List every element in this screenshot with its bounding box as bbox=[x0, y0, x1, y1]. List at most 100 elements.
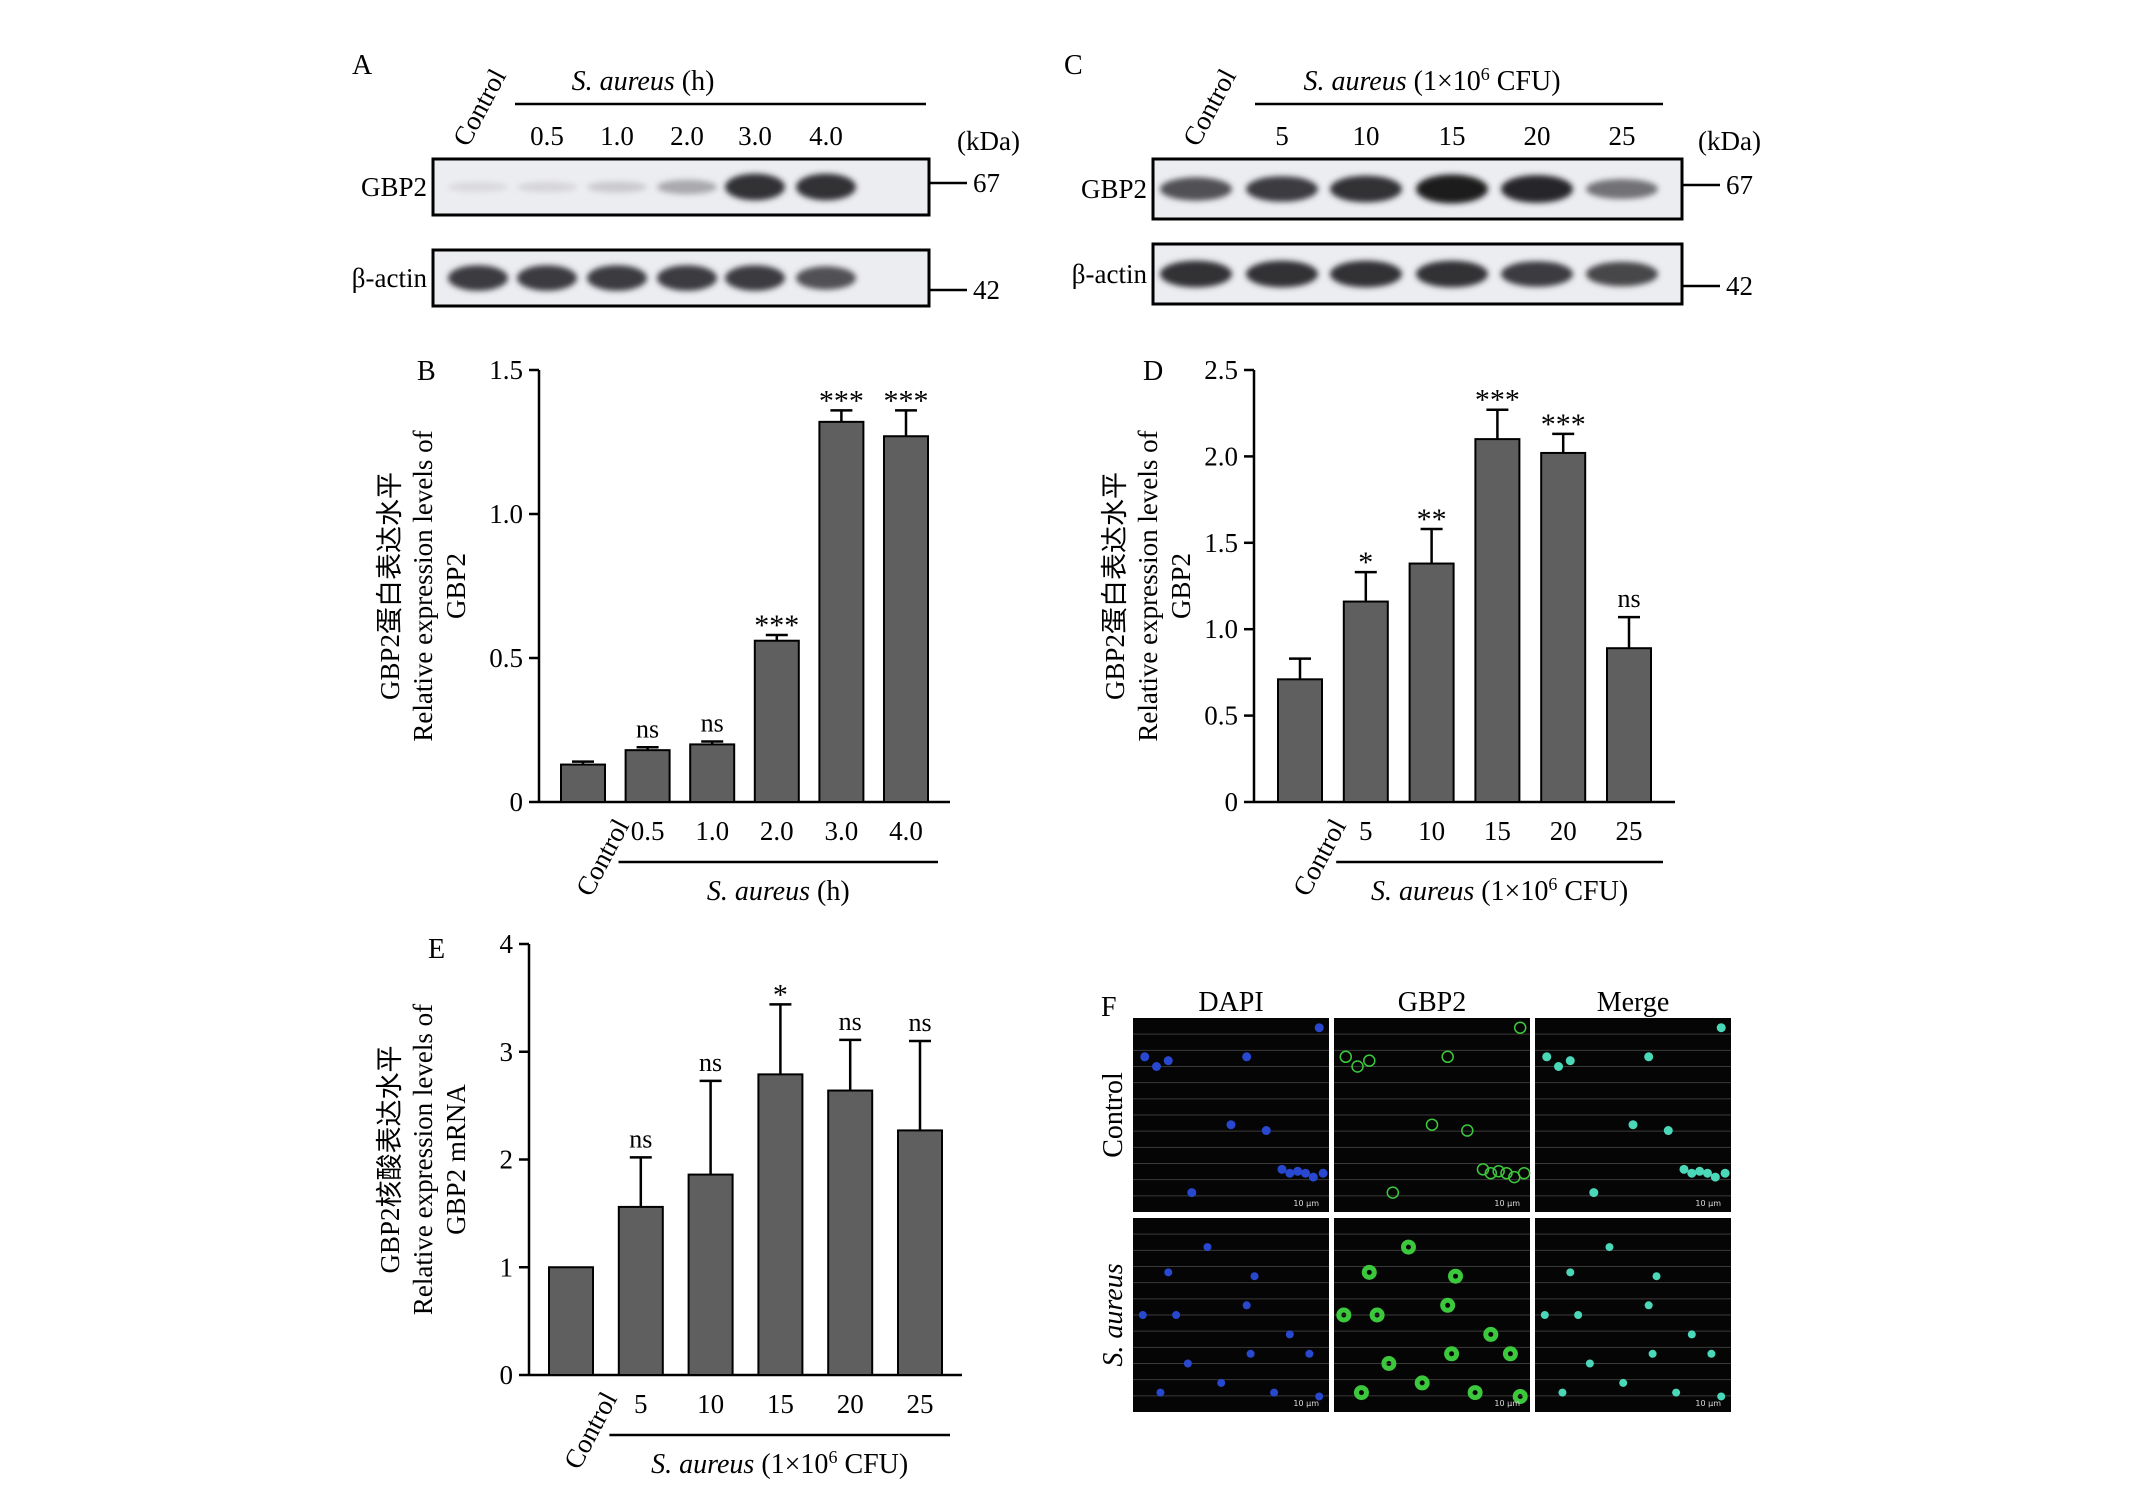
group-label-unit: CFU) bbox=[1557, 876, 1628, 907]
cell bbox=[1710, 1172, 1720, 1182]
blot-band bbox=[1246, 260, 1318, 288]
significance-label: * bbox=[1358, 546, 1373, 579]
panel-c-western-blot: C Control S. aureus (1×106 CFU) 5 10 15 20 2… bbox=[1064, 50, 1761, 306]
group-label-unit: (1×10 bbox=[754, 1449, 828, 1480]
x-tick-label: 15 bbox=[1484, 816, 1511, 846]
cell bbox=[1517, 1166, 1531, 1180]
y-tick-label: 0 bbox=[510, 787, 524, 817]
cell bbox=[1720, 1168, 1730, 1178]
blot-lane-label: 15 bbox=[1439, 121, 1466, 151]
cell bbox=[1461, 1124, 1474, 1137]
blot-band bbox=[1160, 260, 1232, 288]
blot-band bbox=[1416, 260, 1488, 288]
group-label: S. aureus (h) bbox=[707, 876, 850, 907]
cell bbox=[1512, 1388, 1528, 1404]
cell bbox=[1156, 1388, 1165, 1397]
cell bbox=[1261, 1126, 1271, 1136]
cell bbox=[1152, 1062, 1162, 1071]
cell bbox=[1140, 1052, 1150, 1062]
bar bbox=[687, 1173, 734, 1376]
bar bbox=[757, 1073, 804, 1376]
panel-a-western-blot: A Control S. aureus (h) 0.5 1.0 2.0 3.0 4.0 … bbox=[352, 50, 1020, 308]
bar bbox=[883, 435, 929, 803]
blot-band bbox=[448, 265, 508, 291]
cell bbox=[1164, 1268, 1173, 1277]
cell bbox=[1448, 1268, 1464, 1284]
bar bbox=[753, 639, 800, 803]
significance-label: ns bbox=[636, 714, 659, 743]
y-tick-label: 4 bbox=[500, 929, 514, 959]
cell bbox=[1293, 1166, 1303, 1176]
group-label-unit-exponent: 6 bbox=[1548, 874, 1557, 894]
blot-band bbox=[1246, 176, 1318, 202]
blot-band bbox=[517, 265, 577, 291]
significance-label: *** bbox=[1541, 408, 1586, 441]
cell bbox=[1414, 1375, 1430, 1391]
significance-label: *** bbox=[1475, 384, 1520, 417]
cell bbox=[1339, 1050, 1353, 1064]
significance-label: ns bbox=[839, 1007, 862, 1036]
cell bbox=[1441, 1050, 1454, 1064]
panel-label-f: F bbox=[1101, 992, 1117, 1023]
scale-bar-label: 10 μm bbox=[1293, 1399, 1319, 1408]
cell bbox=[1492, 1165, 1505, 1178]
cell bbox=[1589, 1188, 1599, 1198]
panel-f-micrographs: Control 10 μm 10 μm 10 μm S. aureus 10 μm 10 μ… bbox=[1098, 987, 1731, 1412]
cell bbox=[1565, 1056, 1575, 1066]
blot-lane-label: 0.5 bbox=[530, 121, 564, 151]
blot-lane-label: 25 bbox=[1609, 121, 1636, 151]
blot-band bbox=[517, 181, 577, 193]
x-tick-label: 20 bbox=[837, 1389, 864, 1419]
cell bbox=[1644, 1301, 1653, 1310]
blot-band bbox=[587, 265, 647, 291]
y-axis-label-line: GBP2 bbox=[1166, 553, 1196, 619]
cell bbox=[1203, 1243, 1212, 1252]
y-tick-label: 1 bbox=[500, 1252, 514, 1282]
cell bbox=[1183, 1359, 1192, 1368]
y-axis-label-line: GBP2 mRNA bbox=[441, 1084, 471, 1235]
cell bbox=[1226, 1120, 1236, 1130]
y-tick-label: 3 bbox=[500, 1037, 514, 1067]
cell bbox=[1605, 1243, 1614, 1252]
x-tick-label: 25 bbox=[907, 1389, 934, 1419]
cell bbox=[1628, 1120, 1638, 1130]
cell bbox=[1138, 1311, 1147, 1319]
blot-band bbox=[796, 266, 856, 290]
blot-band bbox=[1586, 261, 1658, 287]
bar bbox=[1540, 451, 1587, 803]
bar bbox=[617, 1205, 664, 1377]
cell bbox=[1308, 1172, 1318, 1182]
blot-a-kda-label: (kDa) bbox=[957, 126, 1020, 156]
scale-bar-label: 10 μm bbox=[1695, 1399, 1721, 1408]
bar bbox=[1408, 562, 1455, 804]
scale-bar-label: 10 μm bbox=[1494, 1399, 1520, 1408]
group-label-unit: (h) bbox=[810, 876, 850, 907]
micrograph-column-label: GBP2 bbox=[1398, 987, 1466, 1018]
cell bbox=[1663, 1126, 1673, 1136]
cell bbox=[1648, 1349, 1657, 1358]
group-label-species: S. aureus bbox=[707, 876, 810, 907]
x-tick-label: 15 bbox=[767, 1389, 794, 1419]
significance-label: ns bbox=[629, 1124, 652, 1153]
significance-label: ns bbox=[908, 1008, 931, 1037]
chart-d: 0 0.5 1.0 1.5 2.0 2.5 Control * 5 ** 10 *** 15 *** 20 n… bbox=[1100, 355, 1675, 907]
x-tick-label: 5 bbox=[1359, 816, 1373, 846]
x-tick-label: 20 bbox=[1550, 816, 1577, 846]
y-axis-label-line: Relative expression levels of bbox=[1133, 430, 1163, 741]
blot-a-control-label: Control bbox=[447, 64, 512, 151]
cell bbox=[1695, 1166, 1705, 1176]
y-tick-label: 2.5 bbox=[1204, 355, 1238, 385]
cell bbox=[1305, 1349, 1314, 1358]
blot-band bbox=[448, 182, 508, 192]
blot-band bbox=[587, 181, 647, 193]
x-tick-label: 0.5 bbox=[631, 816, 665, 846]
cell bbox=[1217, 1378, 1226, 1387]
blot-lane-label: 10 bbox=[1353, 121, 1380, 151]
cell bbox=[1314, 1023, 1324, 1033]
cell bbox=[1315, 1392, 1324, 1401]
cell bbox=[1300, 1168, 1310, 1178]
x-tick-label: 10 bbox=[1418, 816, 1445, 846]
cell bbox=[1369, 1307, 1385, 1323]
cell bbox=[1277, 1164, 1287, 1174]
cell bbox=[1717, 1392, 1726, 1401]
